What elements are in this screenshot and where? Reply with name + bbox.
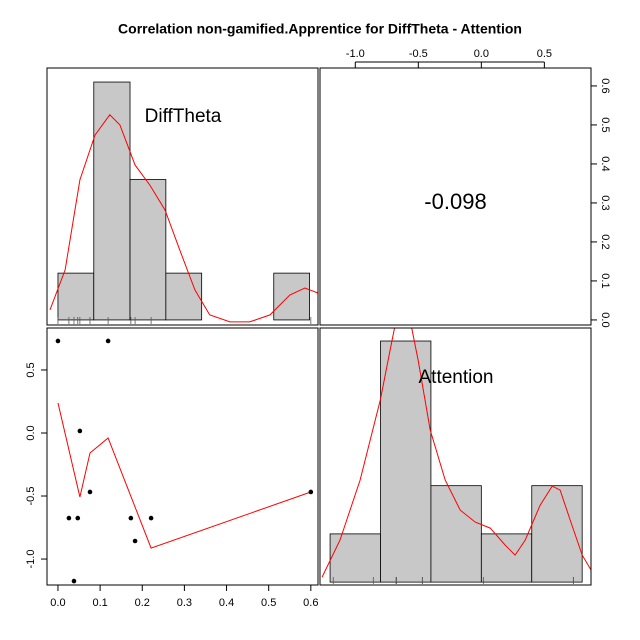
y-tick-label: 0.5 [599, 117, 611, 132]
bar [129, 179, 167, 321]
y-tick-label: 0.2 [599, 234, 611, 249]
correlation-value: -0.098 [424, 189, 486, 214]
bar [380, 340, 432, 583]
point [308, 489, 314, 495]
bar [273, 272, 310, 321]
panel-frame [46, 327, 319, 586]
x-tick-label: -1.0 [346, 48, 365, 60]
x-tick-label: 0.0 [474, 48, 489, 60]
y-tick-label: 0.4 [599, 156, 611, 171]
bar [480, 533, 533, 583]
bar [430, 485, 482, 583]
y-tick-label: 0.3 [599, 195, 611, 210]
point [128, 515, 134, 521]
x-tick-label: 0.5 [261, 597, 276, 609]
x-tick-label: 0.3 [177, 597, 192, 609]
point [105, 338, 111, 344]
point [87, 489, 93, 495]
y-tick-label: 0.6 [599, 78, 611, 93]
point [148, 515, 154, 521]
bar [531, 485, 583, 583]
panel [49, 81, 318, 324]
panel [321, 328, 591, 584]
x-tick-label: 0.6 [303, 597, 318, 609]
panel-label: DiffTheta [145, 106, 222, 127]
point [75, 515, 81, 521]
x-tick-label: -0.5 [409, 48, 428, 60]
y-tick-label: 0.5 [25, 362, 37, 377]
panel-frame [319, 327, 592, 586]
y-tick-label: 0.0 [599, 312, 611, 327]
x-tick-label: 0.2 [135, 597, 150, 609]
point [71, 578, 77, 584]
point [132, 538, 138, 544]
x-tick-label: 0.4 [219, 597, 234, 609]
x-tick-label: 0.0 [50, 597, 65, 609]
density-line [49, 114, 318, 323]
density-line [321, 328, 591, 578]
y-tick-label: 0.1 [599, 273, 611, 288]
bar [165, 272, 203, 321]
bar [329, 533, 381, 583]
point [66, 515, 72, 521]
bar [57, 272, 95, 321]
x-tick-label: 0.5 [537, 48, 552, 60]
chart-title: Correlation non-gamified.Apprentice for … [118, 21, 522, 37]
smooth-line [57, 402, 311, 549]
y-tick-label: 0.0 [25, 425, 37, 440]
panel [55, 338, 314, 584]
panel-label: Attention [419, 367, 494, 388]
x-tick-label: 0.1 [92, 597, 107, 609]
point [77, 428, 83, 434]
panel-frame [46, 67, 319, 326]
bar [93, 81, 131, 321]
panel-frame [319, 67, 592, 326]
point [55, 338, 61, 344]
y-tick-label: -1.0 [25, 550, 37, 569]
y-tick-label: -0.5 [25, 487, 37, 506]
